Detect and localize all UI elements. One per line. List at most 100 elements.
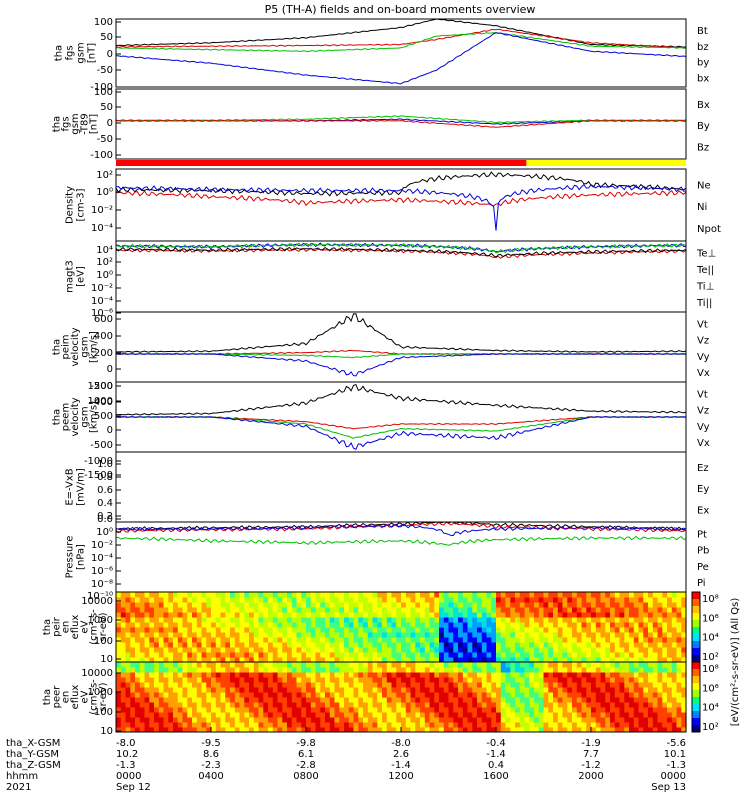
spectrogram-cell <box>206 707 212 713</box>
spectrogram-cell <box>325 697 331 703</box>
spectrogram-cell <box>211 657 217 663</box>
spectrogram-cell <box>396 652 402 658</box>
spectrogram-cell <box>268 607 274 613</box>
spectrogram-cell <box>158 672 165 678</box>
spectrogram-cell <box>505 602 511 608</box>
spectrogram-cell <box>652 722 659 728</box>
spectrogram-cell <box>206 687 212 693</box>
spectrogram-cell <box>291 597 298 603</box>
spectrogram-cell <box>510 672 516 678</box>
spectrogram-cell <box>301 712 307 718</box>
spectrogram-cell <box>244 702 250 708</box>
spectrogram-cell <box>215 727 222 733</box>
spectrogram-cell <box>500 712 507 718</box>
spectrogram-cell <box>258 682 264 688</box>
spectrogram-cell <box>163 667 169 673</box>
spectrogram-cell <box>158 707 165 713</box>
spectrogram-cell <box>652 672 659 678</box>
spectrogram-cell <box>353 662 359 668</box>
spectrogram-cell <box>130 592 136 598</box>
spectrogram-cell <box>576 652 583 658</box>
spectrogram-cell <box>253 667 260 673</box>
spectrogram-cell <box>614 672 621 678</box>
spectrogram-cell <box>306 687 312 693</box>
spectrogram-cell <box>230 707 236 713</box>
spectrogram-cell <box>467 622 473 628</box>
spectrogram-cell <box>220 697 226 703</box>
spectrogram-cell <box>249 617 255 623</box>
spectrogram-cell <box>614 717 621 723</box>
spectrogram-cell <box>515 707 521 713</box>
spectrogram-cell <box>629 637 635 643</box>
spectrogram-cell <box>130 627 136 633</box>
spectrogram-cell <box>543 677 549 683</box>
spectrogram-cell <box>268 592 274 598</box>
spectrogram-cell <box>306 707 312 713</box>
spectrogram-cell <box>652 677 659 683</box>
y-tick-label: 500 <box>94 411 113 422</box>
spectrogram-cell <box>662 697 668 703</box>
spectrogram-cell <box>192 702 198 708</box>
spectrogram-cell <box>358 647 364 653</box>
spectrogram-cell <box>329 697 336 703</box>
spectrogram-cell <box>610 647 616 653</box>
spectrogram-cell <box>382 652 388 658</box>
spectrogram-cell <box>420 672 426 678</box>
spectrogram-cell <box>538 592 545 598</box>
spectrogram-cell <box>320 617 326 623</box>
spectrogram-cell <box>282 707 288 713</box>
y-tick-label: -500 <box>90 440 113 451</box>
colorbar-swatch <box>692 655 700 663</box>
spectrogram-cell <box>253 592 260 598</box>
spectrogram-cell <box>671 672 678 678</box>
spectrogram-cell <box>529 697 535 703</box>
spectrogram-cell <box>158 712 165 718</box>
spectrogram-cell <box>149 602 155 608</box>
spectrogram-cell <box>415 697 421 703</box>
spectrogram-cell <box>481 622 488 628</box>
spectrogram-cell <box>320 592 326 598</box>
spectrogram-cell <box>272 607 279 613</box>
spectrogram-cell <box>458 722 464 728</box>
spectrogram-cell <box>638 677 644 683</box>
spectrogram-cell <box>334 647 340 653</box>
spectrogram-cell <box>215 722 222 728</box>
spectrogram-cell <box>149 662 155 668</box>
spectrogram-cell <box>149 722 155 728</box>
spectrogram-cell <box>329 692 336 698</box>
spectrogram-cell <box>187 692 193 698</box>
spectrogram-cell <box>443 697 450 703</box>
spectrogram-cell <box>244 667 250 673</box>
spectrogram-cell <box>519 647 526 653</box>
spectrogram-cell <box>567 617 573 623</box>
spectrogram-cell <box>177 622 184 628</box>
spectrogram-cell <box>633 627 640 633</box>
spectrogram-cell <box>196 637 203 643</box>
spectrogram-cell <box>230 657 236 663</box>
spectrogram-cell <box>515 687 521 693</box>
spectrogram-cell <box>557 692 564 698</box>
spectrogram-cell <box>344 602 350 608</box>
spectrogram-cell <box>168 702 174 708</box>
spectrogram-cell <box>586 702 592 708</box>
spectrogram-cell <box>415 717 421 723</box>
y-tick-label: 0 <box>107 364 113 375</box>
spectrogram-cell <box>681 707 687 713</box>
spectrogram-cell <box>505 637 511 643</box>
spectrogram-cell <box>244 707 250 713</box>
spectrogram-cell <box>443 652 450 658</box>
spectrogram-cell <box>638 707 644 713</box>
spectrogram-cell <box>500 667 507 673</box>
y-tick-label: 10000 <box>81 596 113 607</box>
spectrogram-cell <box>610 622 616 628</box>
spectrogram-cell <box>187 642 193 648</box>
spectrogram-cell <box>268 662 274 668</box>
spectrogram-cell <box>268 672 274 678</box>
spectrogram-cell <box>667 652 673 658</box>
spectrogram-cell <box>306 597 312 603</box>
spectrogram-cell <box>163 612 169 618</box>
spectrogram-cell <box>272 652 279 658</box>
spectrogram-cell <box>415 727 421 733</box>
spectrogram-cell <box>372 617 378 623</box>
spectrogram-cell <box>334 692 340 698</box>
